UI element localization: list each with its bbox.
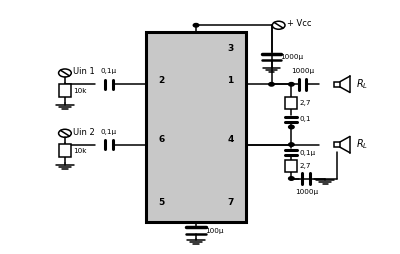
Text: $R_L$: $R_L$ xyxy=(356,138,368,151)
Text: 1000µ: 1000µ xyxy=(295,188,318,195)
Bar xyxy=(59,84,70,97)
Text: 100µ: 100µ xyxy=(205,228,223,233)
Text: 2,7: 2,7 xyxy=(299,163,311,169)
Text: 0,1µ: 0,1µ xyxy=(299,150,316,156)
Text: $R_L$: $R_L$ xyxy=(356,77,368,91)
Circle shape xyxy=(193,24,199,27)
Text: 1: 1 xyxy=(228,76,234,85)
Text: 6: 6 xyxy=(158,135,164,144)
Bar xyxy=(146,31,246,223)
Circle shape xyxy=(288,83,294,86)
Bar xyxy=(334,142,340,147)
Circle shape xyxy=(288,177,294,180)
Text: 1000µ: 1000µ xyxy=(291,68,314,74)
Text: 5: 5 xyxy=(158,198,164,208)
Text: 10k: 10k xyxy=(73,148,86,154)
Bar xyxy=(59,144,70,157)
Circle shape xyxy=(288,143,294,146)
Text: 3: 3 xyxy=(228,44,234,53)
Text: + Vcc: + Vcc xyxy=(287,20,312,28)
Text: 4: 4 xyxy=(227,135,234,144)
Text: 7: 7 xyxy=(227,198,234,208)
Text: 0,1µ: 0,1µ xyxy=(100,129,117,135)
Text: 2,7: 2,7 xyxy=(299,100,311,106)
Text: 0,1µ: 0,1µ xyxy=(100,68,117,74)
Bar xyxy=(286,160,297,172)
Circle shape xyxy=(288,125,294,129)
Text: 1000µ: 1000µ xyxy=(280,54,303,60)
Bar xyxy=(334,82,340,87)
Text: Uin 1: Uin 1 xyxy=(73,68,95,76)
Text: Uin 2: Uin 2 xyxy=(73,128,95,137)
Circle shape xyxy=(269,83,274,86)
Text: 2: 2 xyxy=(158,76,164,85)
Text: 10k: 10k xyxy=(73,88,86,93)
Bar xyxy=(286,97,297,109)
Text: 0,1: 0,1 xyxy=(299,117,311,122)
